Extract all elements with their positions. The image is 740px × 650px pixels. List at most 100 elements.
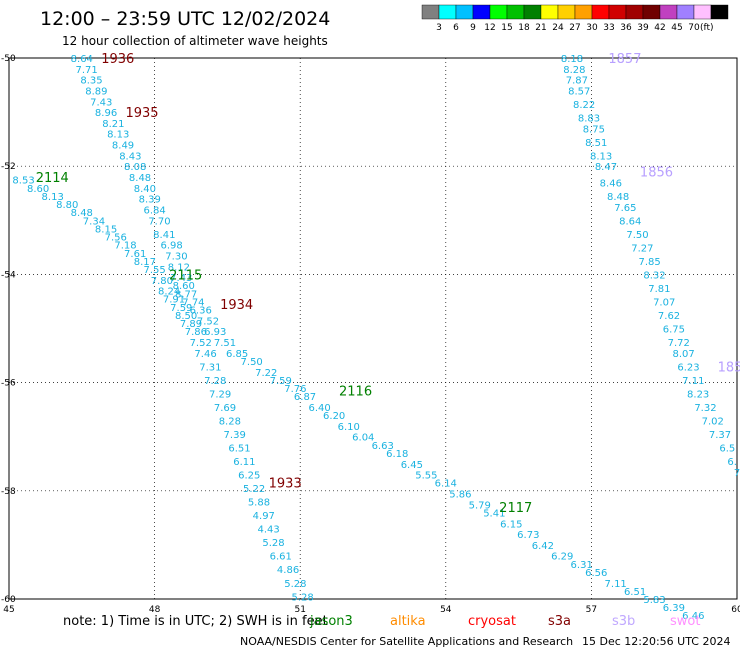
note-text: note: 1) Time is in UTC; 2) SWH is in fe… bbox=[63, 614, 328, 629]
wave-height-point: 5.79 bbox=[469, 500, 491, 511]
wave-height-point: 7.39 bbox=[224, 430, 246, 441]
wave-height-point: 6.14 bbox=[435, 479, 457, 490]
wave-height-point: 5.28 bbox=[262, 538, 284, 549]
wave-height-point: 8.39 bbox=[139, 195, 161, 206]
wave-height-point: 6.73 bbox=[517, 530, 539, 541]
wave-height-point: 7.37 bbox=[709, 430, 731, 441]
wave-height-point: 5.55 bbox=[415, 471, 437, 482]
colorbar-swatch bbox=[659, 4, 678, 20]
colorbar-swatch bbox=[489, 4, 508, 20]
y-tick-labels: -50 -52 -54 -56 -58 -60 bbox=[1, 54, 16, 605]
wave-height-point: 8.28 bbox=[563, 65, 585, 76]
pass-time-label: 1936 bbox=[101, 52, 134, 67]
wave-height-point: 6.5 bbox=[719, 444, 735, 455]
colorbar-swatch bbox=[540, 4, 559, 20]
wave-height-point: 5.41 bbox=[483, 508, 505, 519]
wave-height-point: 8.13 bbox=[590, 151, 612, 162]
wave-height-point: 7.11 bbox=[605, 579, 627, 590]
wave-height-point: 8.60 bbox=[173, 281, 195, 292]
wave-height-point: 8.51 bbox=[585, 138, 607, 149]
wave-height-point: 6.11 bbox=[233, 457, 255, 468]
colorbar-label: 9 bbox=[470, 23, 476, 33]
wave-height-point: 6.51 bbox=[228, 444, 250, 455]
pass-time-label: 1933 bbox=[269, 477, 302, 492]
wave-height-point: 8.48 bbox=[71, 208, 93, 219]
y-tick-label: -52 bbox=[1, 162, 16, 172]
plot-frame bbox=[8, 57, 738, 600]
y-tick-label: -54 bbox=[1, 270, 16, 280]
wave-height-point: 7.85 bbox=[639, 257, 661, 268]
wave-height-point: 6.45 bbox=[401, 460, 423, 471]
wave-height-point: 8.22 bbox=[573, 100, 595, 111]
colorbar-swatch bbox=[574, 4, 593, 20]
wave-height-point: 5.86 bbox=[449, 490, 471, 501]
wave-height-point: 7.59 bbox=[170, 303, 192, 314]
colorbar-unit: (ft) bbox=[700, 23, 714, 33]
wave-height-point: 8.21 bbox=[102, 119, 124, 130]
wave-height-point: 8.60 bbox=[27, 184, 49, 195]
wave-height-point: 6. bbox=[727, 457, 737, 468]
wave-height-point: 6.87 bbox=[294, 392, 316, 403]
wave-height-point: 7.18 bbox=[114, 241, 136, 252]
wave-height-point: 6.29 bbox=[551, 552, 573, 563]
wave-height-point: 7.59 bbox=[270, 376, 292, 387]
x-tick-labels: 45 48 51 54 57 60 bbox=[3, 605, 740, 615]
wave-height-point: 7.65 bbox=[614, 203, 636, 214]
colorbar-swatch bbox=[472, 4, 491, 20]
wave-height-point: 6.40 bbox=[308, 403, 330, 414]
satellite-legend: jason3 altika cryosat s3a s3b swot bbox=[309, 614, 700, 629]
wave-height-point: 7.86 bbox=[185, 327, 207, 338]
colorbar-label: 6 bbox=[453, 23, 459, 33]
wave-height-point: 7.80 bbox=[151, 276, 173, 287]
wave-height-point: 7.61 bbox=[124, 249, 146, 260]
wave-height-point: 7.50 bbox=[626, 230, 648, 241]
wave-height-point: 6.93 bbox=[204, 327, 226, 338]
pass-time-label: 2114 bbox=[36, 171, 69, 186]
wave-height-point: 8.43 bbox=[119, 151, 141, 162]
wave-height-point: 8.40 bbox=[134, 184, 156, 195]
wave-height-point: 7.32 bbox=[694, 403, 716, 414]
wave-height-point: 7.27 bbox=[631, 243, 653, 254]
footer-credit: NOAA/NESDIS Center for Satellite Applica… bbox=[240, 635, 573, 648]
pass-time-label: 1856 bbox=[640, 166, 673, 181]
wave-height-point: 8.48 bbox=[607, 192, 629, 203]
colorbar-label: 21 bbox=[535, 23, 546, 33]
wave-height-point: 6.36 bbox=[190, 306, 212, 317]
colorbar-swatch bbox=[438, 4, 457, 20]
wave-height-point: 5.22 bbox=[243, 484, 265, 495]
wave-height-point: 7.11 bbox=[682, 376, 704, 387]
wave-height-point: 8.77 bbox=[175, 289, 197, 300]
satellite-legend-s3a: s3a bbox=[548, 614, 571, 629]
x-tick-label: 57 bbox=[586, 605, 597, 615]
wave-height-point: 6.20 bbox=[323, 411, 345, 422]
satellite-legend-altika: altika bbox=[390, 614, 426, 629]
wave-height-point: 6.18 bbox=[386, 449, 408, 460]
colorbar-label: 33 bbox=[603, 23, 614, 33]
colorbar-swatch bbox=[608, 4, 627, 20]
x-tick-label: 45 bbox=[3, 605, 14, 615]
data-points: 8.647.718.358.897.438.968.218.138.498.43… bbox=[12, 54, 740, 622]
wave-height-point: 5.28 bbox=[291, 592, 313, 603]
wave-height-point: 7.71 bbox=[76, 65, 98, 76]
wave-height-point: 7.62 bbox=[658, 311, 680, 322]
wave-height-point: 7.30 bbox=[165, 251, 187, 262]
wave-height-point: 7.29 bbox=[209, 389, 231, 400]
wave-height-point: 6.25 bbox=[238, 471, 260, 482]
pass-time-label: 1935 bbox=[125, 106, 158, 121]
wave-height-point: 8.48 bbox=[129, 173, 151, 184]
colorbar-label: 30 bbox=[586, 23, 598, 33]
wave-height-point: 8.08 bbox=[124, 162, 146, 173]
wave-height-point: 7.76 bbox=[284, 384, 306, 395]
wave-height-point: 4.86 bbox=[277, 565, 299, 576]
wave-height-point: 8.75 bbox=[583, 124, 605, 135]
pass-time-label: 2116 bbox=[339, 385, 372, 400]
y-tick-label: -60 bbox=[1, 595, 16, 605]
wave-height-point: 8.18 bbox=[561, 54, 583, 65]
wave-height-point: 7.70 bbox=[148, 216, 170, 227]
colorbar: 3 6 9 12 15 18 21 24 27 30 33 36 39 42 45 70 bbox=[421, 4, 729, 33]
colorbar-swatch bbox=[625, 4, 644, 20]
colorbar-label: 27 bbox=[569, 23, 580, 33]
satellite-legend-jason3: jason3 bbox=[309, 614, 353, 629]
chart-title: 12:00 – 23:59 UTC 12/02/2024 bbox=[40, 8, 330, 30]
